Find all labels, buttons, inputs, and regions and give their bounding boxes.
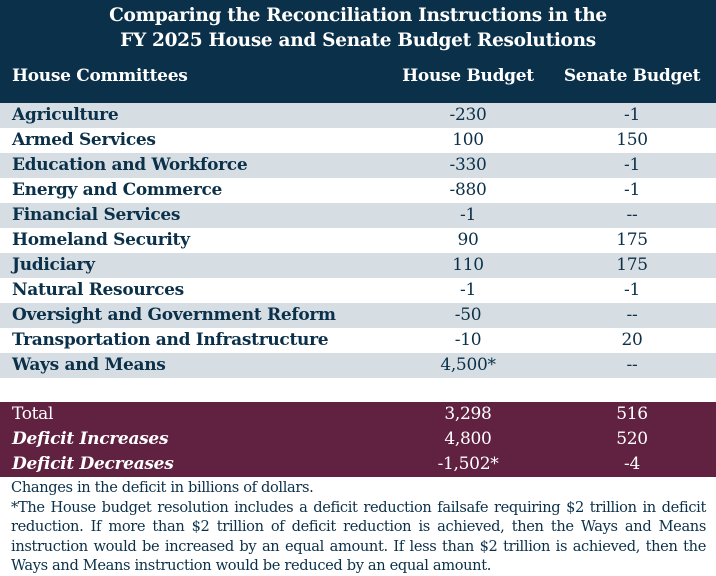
table-row: Ways and Means 4,500* --: [0, 353, 716, 378]
house-value: 90: [457, 230, 479, 250]
table-header: Comparing the Reconciliation Instruction…: [0, 0, 716, 103]
table-row: Education and Workforce -330 -1: [0, 153, 716, 178]
units-note: Changes in the deficit in billions of do…: [11, 479, 314, 496]
house-value: 3,298: [444, 404, 492, 424]
table-row: Homeland Security 90 175: [0, 228, 716, 253]
committee-name: Financial Services: [12, 205, 181, 225]
committee-name: Natural Resources: [12, 280, 184, 300]
failsafe-footnote: *The House budget resolution includes a …: [11, 498, 706, 575]
house-value: 110: [452, 255, 484, 275]
table-row: Agriculture -230 -1: [0, 103, 716, 128]
senate-value: -1: [624, 280, 640, 300]
senate-value: 175: [616, 230, 648, 250]
house-value: -1,502*: [437, 454, 499, 474]
house-value: -230: [449, 105, 487, 125]
column-headers: House Committees House Budget Senate Bud…: [0, 66, 716, 92]
senate-value: 175: [616, 255, 648, 275]
senate-value: -1: [624, 155, 640, 175]
house-value: -1: [460, 205, 476, 225]
table-row: Oversight and Government Reform -50 --: [0, 303, 716, 328]
table-row: Transportation and Infrastructure -10 20: [0, 328, 716, 353]
house-value: -50: [454, 305, 482, 325]
house-value: 4,800: [444, 429, 492, 449]
committee-name: Deficit Decreases: [12, 454, 174, 474]
committee-name: Agriculture: [12, 105, 119, 125]
committee-name: Armed Services: [12, 130, 156, 150]
house-value: -10: [454, 330, 482, 350]
table-row: Total 3,298 516: [0, 402, 716, 427]
committee-name: Ways and Means: [12, 355, 166, 375]
senate-value: -4: [624, 454, 640, 474]
committee-name: Oversight and Government Reform: [12, 305, 336, 325]
table-row: Deficit Decreases -1,502* -4: [0, 452, 716, 477]
column-header-house: House Budget: [402, 66, 534, 86]
column-header-senate: Senate Budget: [563, 66, 701, 86]
table-row: Deficit Increases 4,800 520: [0, 427, 716, 452]
committee-name: Total: [12, 404, 54, 424]
table-row: Armed Services 100 150: [0, 128, 716, 153]
committee-name: Transportation and Infrastructure: [12, 330, 329, 350]
house-value: -880: [449, 180, 487, 200]
senate-value: 516: [616, 404, 648, 424]
committee-name: Education and Workforce: [12, 155, 248, 175]
totals-section: Total 3,298 516 Deficit Increases 4,800 520 De…: [0, 402, 716, 477]
column-header-committees: House Committees: [12, 66, 188, 86]
house-value: 100: [452, 130, 484, 150]
house-value: -330: [449, 155, 487, 175]
table-row: Financial Services -1 --: [0, 203, 716, 228]
senate-value: --: [626, 305, 638, 325]
senate-value: --: [626, 355, 638, 375]
senate-value: --: [626, 205, 638, 225]
senate-value: -1: [624, 105, 640, 125]
house-value: -1: [460, 280, 476, 300]
table-title: Comparing the Reconciliation Instruction…: [109, 5, 607, 51]
footnotes: Changes in the deficit in billions of do…: [0, 477, 716, 576]
table-body: Agriculture -230 -1 Armed Services 100 150 Edu…: [0, 103, 716, 378]
senate-value: 150: [616, 130, 648, 150]
committee-name: Homeland Security: [12, 230, 190, 250]
committee-name: Deficit Increases: [12, 429, 169, 449]
senate-value: 520: [616, 429, 648, 449]
committee-name: Judiciary: [12, 255, 95, 275]
committee-name: Energy and Commerce: [12, 180, 223, 200]
table-row: Energy and Commerce -880 -1: [0, 178, 716, 203]
table-row: Judiciary 110 175: [0, 253, 716, 278]
house-value: 4,500*: [440, 355, 496, 375]
senate-value: -1: [624, 180, 640, 200]
senate-value: 20: [621, 330, 643, 350]
table-row: Natural Resources -1 -1: [0, 278, 716, 303]
